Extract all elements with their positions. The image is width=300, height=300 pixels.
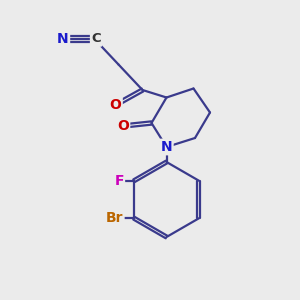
Text: O: O: [110, 98, 122, 112]
Text: N: N: [57, 32, 69, 46]
Text: N: N: [161, 140, 172, 154]
Text: C: C: [91, 32, 101, 46]
Text: F: F: [114, 174, 124, 188]
Text: O: O: [117, 119, 129, 133]
Text: Br: Br: [106, 211, 123, 225]
